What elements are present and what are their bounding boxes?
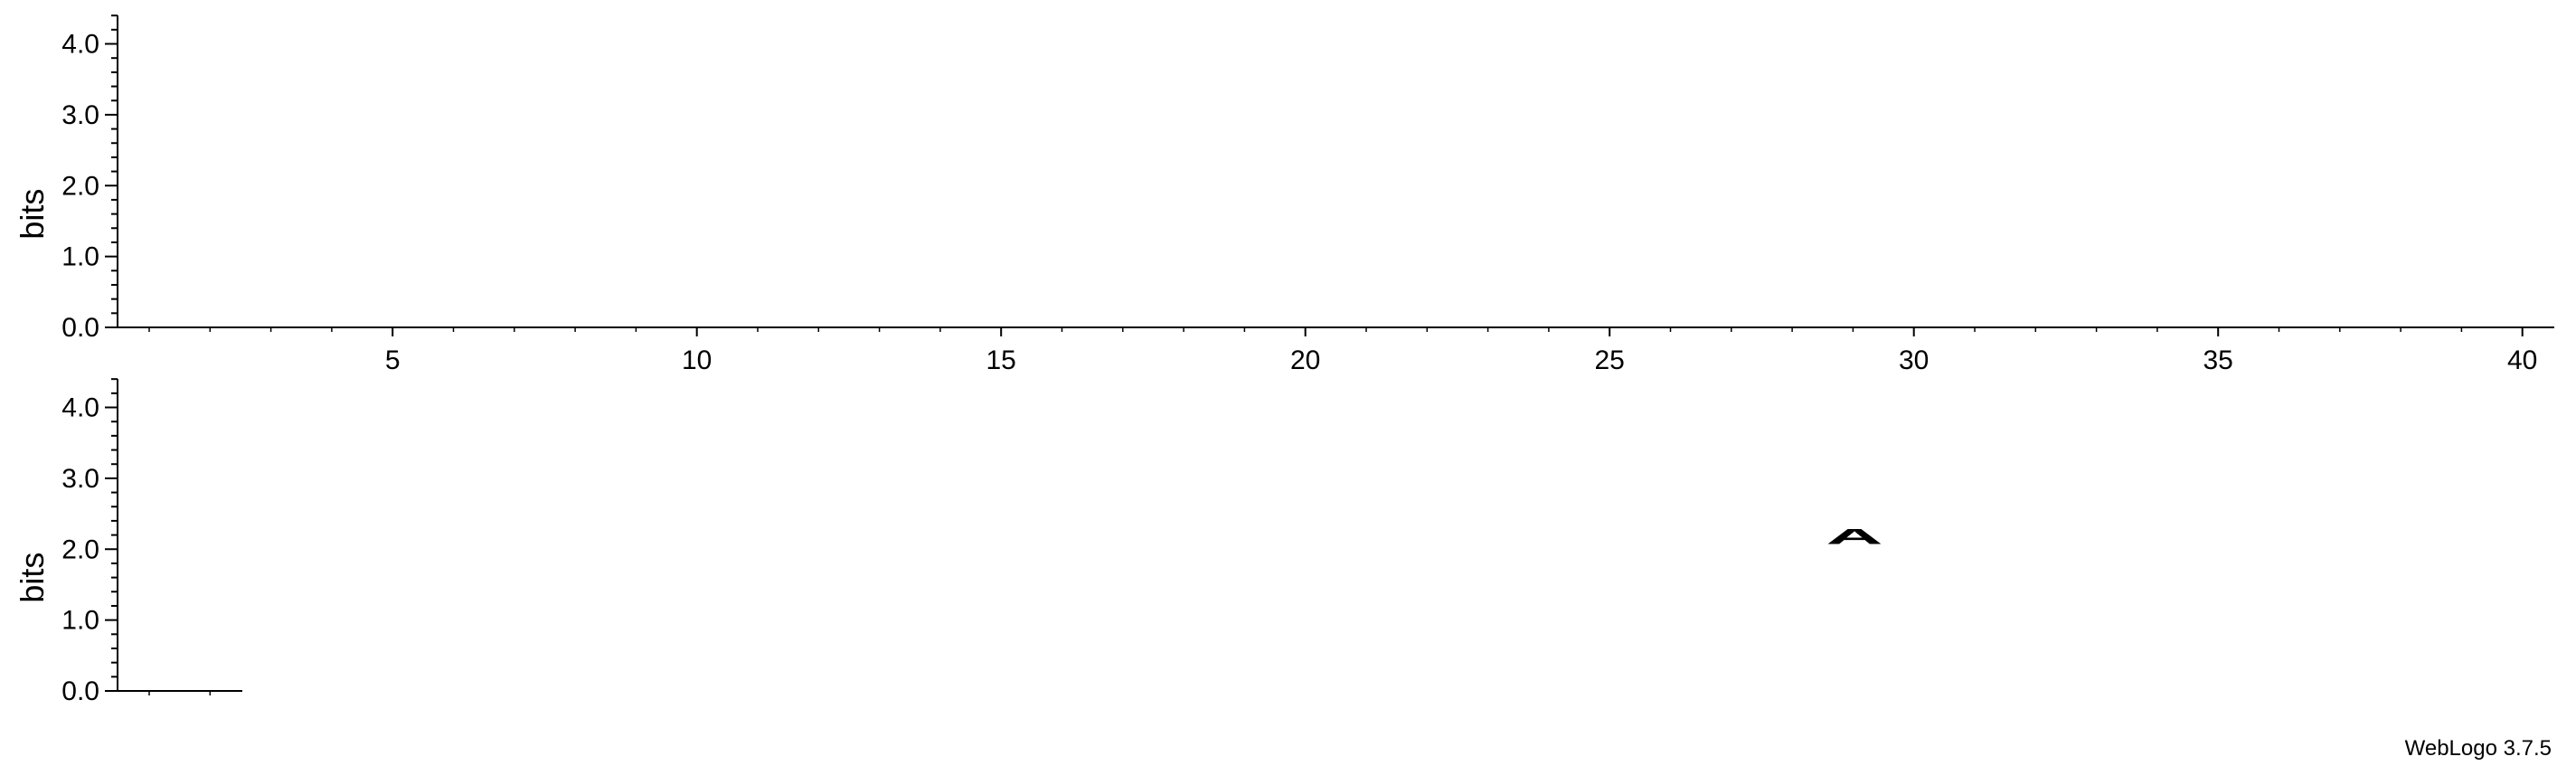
y-axis-label: bits	[14, 189, 51, 240]
x-tick-label: 25	[1595, 345, 1625, 375]
logo-letter-A-pos-16: A	[1826, 524, 1882, 548]
x-tick-label: 5	[385, 345, 401, 375]
y-tick-label: 2.0	[61, 534, 99, 564]
logo-row-1: 0.01.02.03.04.0bits510152025303540GSWDES…	[14, 14, 2554, 549]
x-tick-label: 30	[1899, 345, 1929, 375]
y-tick-label: 4.0	[61, 393, 99, 423]
y-tick-label: 1.0	[61, 606, 99, 636]
y-tick-label: 0.0	[61, 676, 99, 706]
y-tick-label: 3.0	[61, 100, 99, 130]
x-tick-label: 40	[2507, 345, 2537, 375]
y-tick-label: 2.0	[61, 171, 99, 201]
x-tick-label: 35	[2203, 345, 2233, 375]
y-tick-label: 0.0	[61, 313, 99, 343]
x-tick-label: 15	[986, 345, 1016, 375]
y-tick-label: 3.0	[61, 464, 99, 494]
y-tick-label: 4.0	[61, 30, 99, 60]
weblogo-version-label: WebLogo 3.7.5	[2405, 736, 2552, 761]
x-tick-label: 10	[682, 345, 712, 375]
y-tick-label: 1.0	[61, 242, 99, 272]
y-axis-label: bits	[14, 553, 51, 603]
logo-row-2: 0.01.02.03.04.0bitsVN	[14, 378, 242, 706]
x-tick-label: 20	[1290, 345, 1320, 375]
